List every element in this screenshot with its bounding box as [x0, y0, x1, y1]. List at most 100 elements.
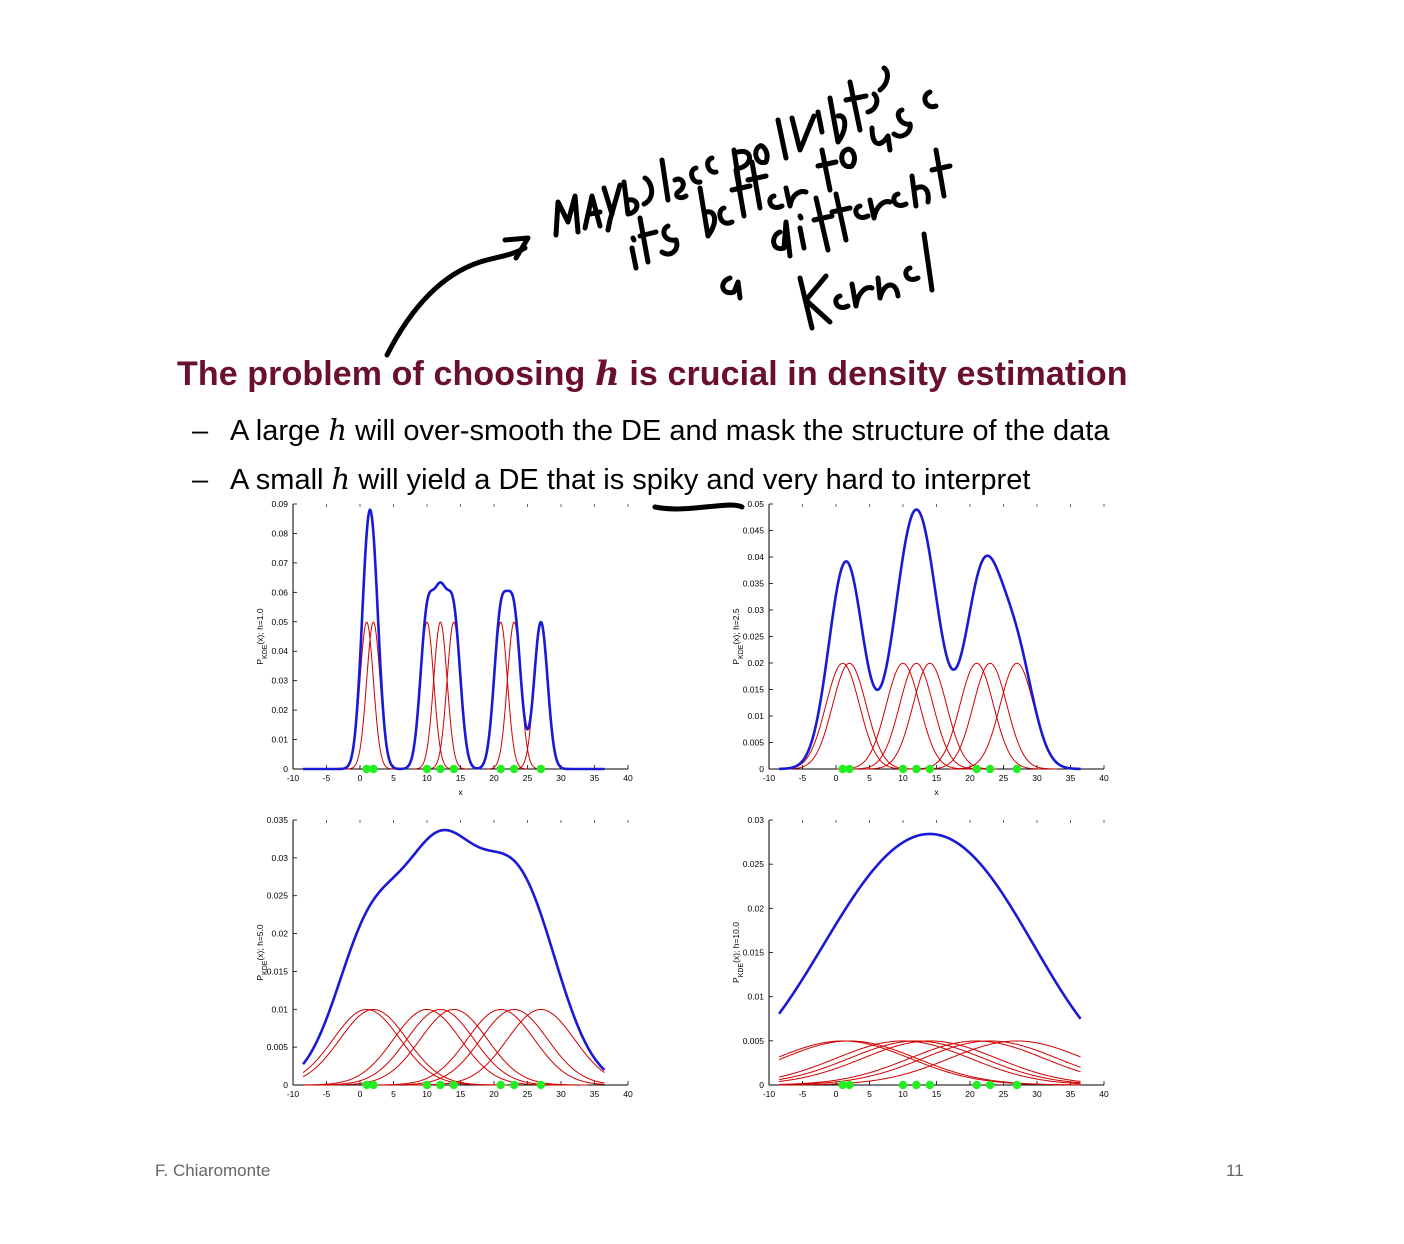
- data-point: [509, 1080, 519, 1090]
- x-tick-label: 40: [1099, 773, 1109, 783]
- x-tick-label: 20: [965, 1089, 975, 1099]
- heading-variable: h: [594, 354, 620, 394]
- kernel-curve: [778, 1040, 1081, 1086]
- bullet-text-post: will yield a DE that is spiky and very h…: [350, 464, 1031, 496]
- data-point: [972, 764, 981, 774]
- kernel-curve: [487, 621, 541, 770]
- x-tick-label: 40: [623, 1089, 633, 1099]
- kernel-curve: [319, 1008, 588, 1086]
- y-tick-label: 0.03: [747, 605, 764, 615]
- y-tick-label: 0: [283, 764, 288, 774]
- y-tick-label: 0.03: [747, 815, 764, 825]
- kernel-curve: [302, 1008, 501, 1086]
- data-point: [912, 1080, 921, 1090]
- y-label-sub: KDE: [262, 960, 269, 975]
- y-tick-label: 0.015: [743, 685, 765, 695]
- x-tick-label: 30: [1032, 773, 1042, 783]
- y-tick-label: 0: [283, 1080, 288, 1090]
- y-tick-label: 0.015: [743, 948, 765, 958]
- y-tick-label: 0.01: [747, 992, 764, 1002]
- y-tick-label: 0.035: [267, 815, 289, 825]
- page-number: 11: [1226, 1161, 1244, 1180]
- kde-curve: [303, 508, 605, 771]
- y-label-main: P: [731, 659, 741, 665]
- data-point: [845, 1080, 854, 1090]
- x-tick-label: 10: [898, 1089, 908, 1099]
- kernel-curve: [849, 662, 984, 770]
- x-tick-label: -10: [763, 1089, 776, 1099]
- kernel-curve: [778, 1040, 1081, 1085]
- y-label-main: P: [255, 659, 265, 665]
- slide-heading: The problem of choosing h is crucial in …: [177, 354, 1128, 394]
- x-tick-label: 30: [1032, 1089, 1042, 1099]
- x-tick-label: 0: [358, 1089, 363, 1099]
- data-point: [898, 1080, 908, 1090]
- kde-plot-h1: -10 -5 0 5 10 15 20 25 30 35 40 0 0.01 0.02 0.03 0.04 0.…: [255, 499, 633, 797]
- y-tick-label: 0.06: [271, 587, 288, 597]
- x-tick-label: 25: [523, 773, 533, 783]
- data-point: [985, 764, 995, 774]
- x-tick-label: 0: [358, 773, 363, 783]
- kernel-curve: [306, 1008, 575, 1086]
- footer-author: F. Chiaromonte: [155, 1161, 271, 1180]
- handwriting-line-1: [553, 65, 890, 238]
- x-tick-label: 40: [1099, 1089, 1109, 1099]
- kde-plot-h5: -10 -5 0 5 10 15 20 25 30 35 40 0 0.005 0.01 0.015 0.02…: [255, 815, 633, 1099]
- bullet-variable: h: [328, 413, 348, 447]
- data-point: [925, 764, 934, 774]
- y-tick-label: 0.04: [747, 552, 764, 562]
- x-axis-label: x: [458, 787, 463, 797]
- y-label-rest: (x); h=5.0: [255, 924, 265, 960]
- data-point: [536, 1080, 546, 1090]
- data-point: [985, 1080, 995, 1090]
- x-tick-label: -5: [799, 773, 807, 783]
- x-tick-label: 35: [1066, 773, 1076, 783]
- x-tick-label: 20: [965, 773, 975, 783]
- x-axis-label: x: [934, 787, 939, 797]
- x-tick-label: 35: [1066, 1089, 1076, 1099]
- data-point: [509, 764, 519, 774]
- data-point: [369, 764, 378, 774]
- kernel-curve: [366, 1008, 605, 1086]
- kernel-curve: [779, 1040, 1081, 1085]
- data-point: [912, 764, 921, 774]
- y-tick-label: 0.02: [747, 658, 764, 668]
- y-tick-label: 0.005: [743, 1036, 765, 1046]
- x-tick-label: -5: [323, 1089, 331, 1099]
- kde-curve: [779, 508, 1081, 771]
- handwriting-line-4: [797, 231, 935, 331]
- kernel-curve: [782, 662, 917, 770]
- bullet-text-pre: A large: [230, 415, 329, 447]
- kernel-curve: [413, 621, 468, 770]
- data-point: [496, 764, 505, 774]
- bullet-dash: –: [192, 415, 209, 447]
- x-tick-label: 25: [523, 1089, 533, 1099]
- y-label-rest: (x); h=10.0: [731, 922, 741, 963]
- data-point: [436, 1080, 445, 1090]
- y-tick-label: 0.02: [747, 903, 764, 913]
- bullet-dash: –: [192, 464, 209, 496]
- data-point: [838, 764, 847, 774]
- x-tick-label: 5: [867, 1089, 872, 1099]
- kde-curve: [302, 828, 606, 1071]
- y-axis-label: PKDE(x); h=1.0: [255, 608, 269, 664]
- bullet-text-post: will over-smooth the DE and mask the str…: [347, 415, 1110, 447]
- data-point: [362, 1080, 371, 1090]
- y-label-main: P: [731, 977, 741, 983]
- annotation-arrow: [384, 245, 528, 358]
- y-tick-label: 0.09: [271, 499, 288, 509]
- kernel-curve: [909, 662, 1044, 770]
- data-point: [422, 764, 432, 774]
- kde-plot-h2-5: -10 -5 0 5 10 15 20 25 30 35 40 0 0.005 0.01 0.015 0.02…: [731, 499, 1109, 797]
- data-point: [1012, 764, 1022, 774]
- y-tick-label: 0.05: [747, 499, 764, 509]
- bullet-variable: h: [331, 462, 351, 496]
- y-tick-label: 0.025: [267, 891, 289, 901]
- y-tick-label: 0.07: [271, 558, 288, 568]
- data-point: [898, 764, 908, 774]
- x-tick-label: 5: [867, 773, 872, 783]
- y-tick-label: 0.025: [743, 632, 765, 642]
- data-point: [845, 764, 854, 774]
- x-tick-label: 0: [834, 773, 839, 783]
- y-tick-label: 0.02: [271, 929, 288, 939]
